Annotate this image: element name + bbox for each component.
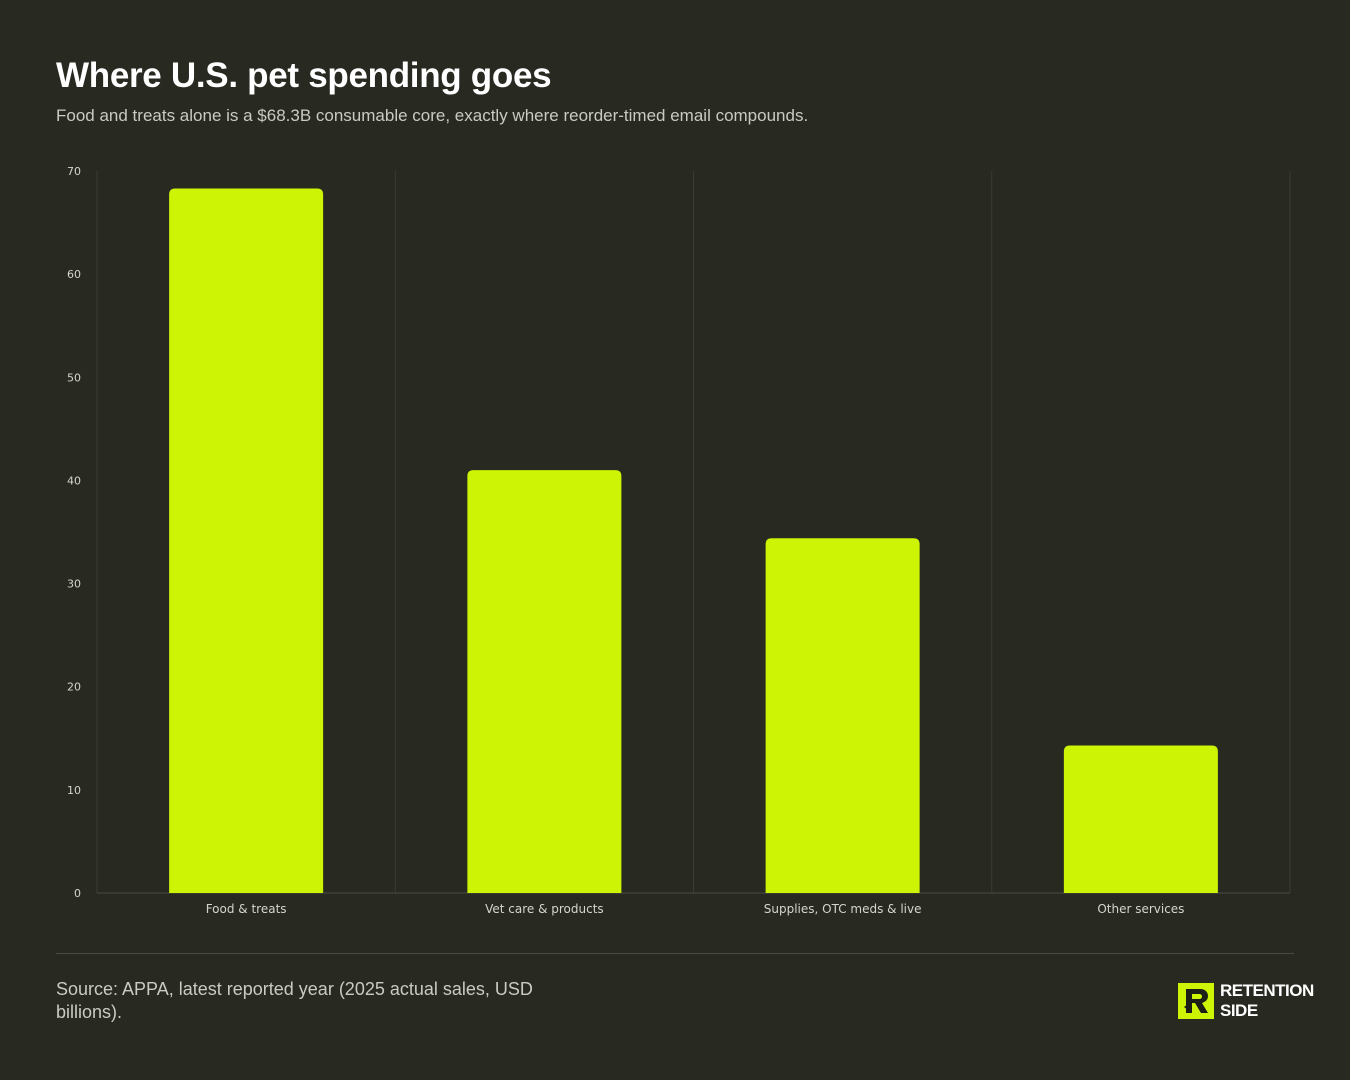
x-tick-label: Vet care & products [485, 902, 604, 916]
chart-subtitle: Food and treats alone is a $68.3B consum… [56, 106, 809, 125]
logo-line-2: SIDE [1220, 1001, 1258, 1020]
y-tick-label: 60 [67, 268, 81, 281]
bar-vet-care-products [467, 470, 622, 893]
logo-wordmark: RETENTION SIDE [1220, 981, 1314, 1021]
y-tick-label: 70 [67, 165, 81, 178]
x-tick-label: Supplies, OTC meds & live [764, 902, 922, 916]
bar-chart: 0 10 20 30 40 50 60 70 Food & treats Vet care & p… [67, 165, 1291, 916]
y-tick-label: 10 [67, 784, 81, 797]
retention-side-logo: RETENTION SIDE [1178, 981, 1314, 1021]
x-tick-label: Other services [1097, 902, 1184, 916]
y-tick-label: 40 [67, 474, 81, 487]
bar-food-treats [169, 188, 324, 893]
source-note: Source: APPA, latest reported year (2025… [56, 979, 533, 1022]
bar-supplies-otc-meds-live [765, 538, 920, 893]
y-tick-label: 20 [67, 681, 81, 694]
x-tick-label: Food & treats [206, 902, 287, 916]
y-tick-label: 0 [74, 887, 81, 900]
y-tick-label: 30 [67, 578, 81, 591]
bar-other-services [1063, 745, 1218, 893]
logo-mark-icon [1178, 983, 1214, 1019]
chart-title: Where U.S. pet spending goes [56, 56, 552, 95]
y-tick-label: 50 [67, 371, 81, 384]
logo-line-1: RETENTION [1220, 981, 1314, 1000]
footer-divider [56, 953, 1294, 954]
